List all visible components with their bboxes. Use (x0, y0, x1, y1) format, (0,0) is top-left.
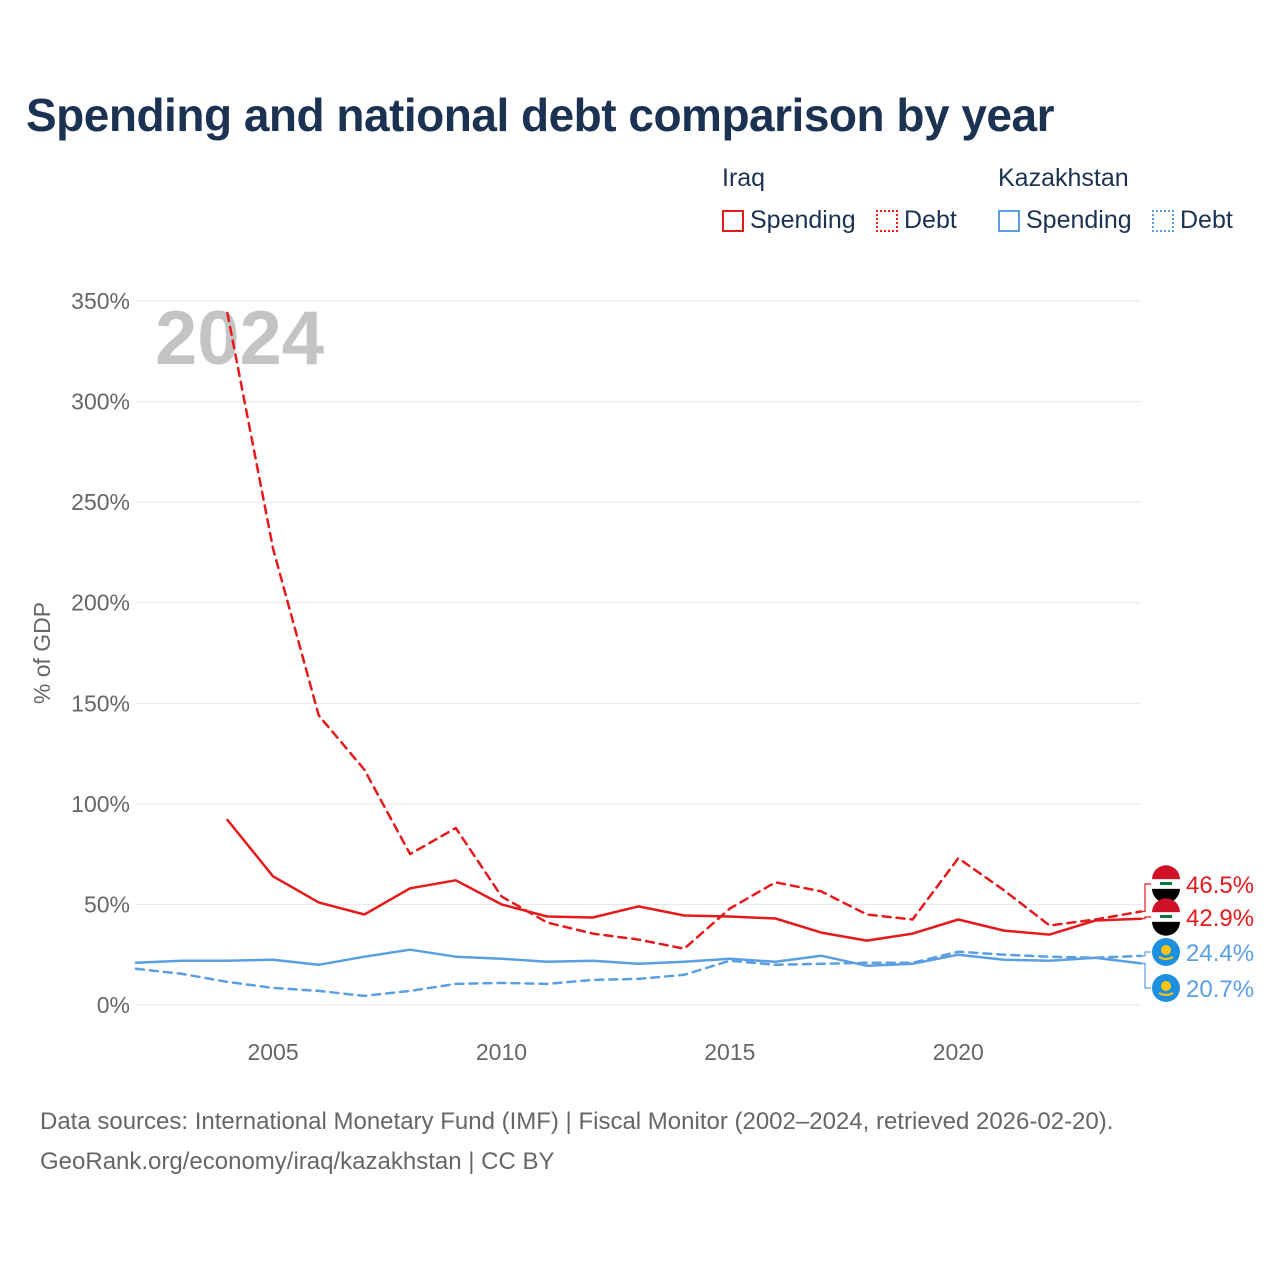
legend-label: Debt (1180, 206, 1233, 234)
end-label-connector (1141, 883, 1151, 913)
y-axis-label: % of GDP (29, 602, 55, 704)
x-tick-label: 2020 (933, 1039, 984, 1065)
kazakhstan-flag-eagle (1158, 956, 1174, 960)
iraq-flag-red-band (1152, 865, 1181, 880)
y-tick-label: 150% (71, 690, 130, 716)
source-line-1: Data sources: International Monetary Fun… (40, 1108, 1114, 1135)
x-tick-label: 2005 (247, 1039, 298, 1065)
y-tick-label: 0% (97, 992, 130, 1018)
legend-swatch-dotted (1152, 209, 1174, 232)
y-tick-label: 200% (71, 590, 130, 616)
legend-kazakhstan-heading: Kazakhstan (998, 164, 1129, 192)
legend-item-iraq-debt[interactable]: Debt (876, 206, 957, 235)
series-line-iraq_debt (226, 311, 1143, 950)
series-line-iraq_spending (226, 818, 1143, 942)
end-value-label-kaz_spending: 20.7% (1186, 976, 1254, 1003)
kazakhstan-flag-sun (1161, 945, 1171, 955)
legend-iraq-heading: Iraq (722, 164, 766, 192)
legend-swatch-solid (722, 209, 744, 232)
end-value-label-iraq_spending: 42.9% (1186, 905, 1254, 932)
iraq-flag-script (1160, 915, 1172, 918)
legend-label: Spending (750, 206, 856, 234)
source-line-2: GeoRank.org/economy/iraq/kazakhstan | CC… (40, 1148, 555, 1175)
y-tick-label: 350% (71, 288, 130, 314)
end-value-label-iraq_debt: 46.5% (1186, 872, 1254, 899)
end-label-connector (1141, 962, 1151, 989)
iraq-flag-black-band (1152, 921, 1181, 936)
iraq-flag-red-band (1152, 898, 1181, 913)
y-tick-label: 250% (71, 489, 130, 515)
legend-swatch-dotted (876, 209, 898, 232)
y-tick-label: 300% (71, 389, 130, 415)
legend-item-iraq-spending[interactable]: Spending (722, 206, 856, 235)
legend-item-kazakhstan-spending[interactable]: Spending (998, 206, 1132, 235)
iraq-flag-black-band (1152, 888, 1181, 903)
end-value-label-kaz_debt: 24.4% (1186, 940, 1254, 967)
kazakhstan-flag-sun (1161, 981, 1171, 991)
year-watermark: 2024 (155, 296, 324, 381)
legend-swatch-solid (998, 209, 1020, 232)
y-tick-label: 50% (84, 891, 130, 917)
kazakhstan-flag-eagle (1158, 992, 1174, 996)
iraq-flag-script (1160, 882, 1172, 885)
end-label-connector (1141, 916, 1151, 920)
legend-label: Debt (904, 206, 957, 234)
end-label-connector (1141, 951, 1151, 957)
x-tick-label: 2010 (476, 1039, 527, 1065)
series-line-kaz_debt (134, 950, 1143, 998)
chart-title: Spending and national debt comparison by… (26, 89, 1055, 141)
legend-label: Spending (1026, 206, 1132, 234)
x-tick-label: 2015 (704, 1039, 755, 1065)
series-line-kaz_spending (134, 948, 1143, 968)
y-tick-label: 100% (71, 791, 130, 817)
legend-item-kazakhstan-debt[interactable]: Debt (1152, 206, 1233, 235)
